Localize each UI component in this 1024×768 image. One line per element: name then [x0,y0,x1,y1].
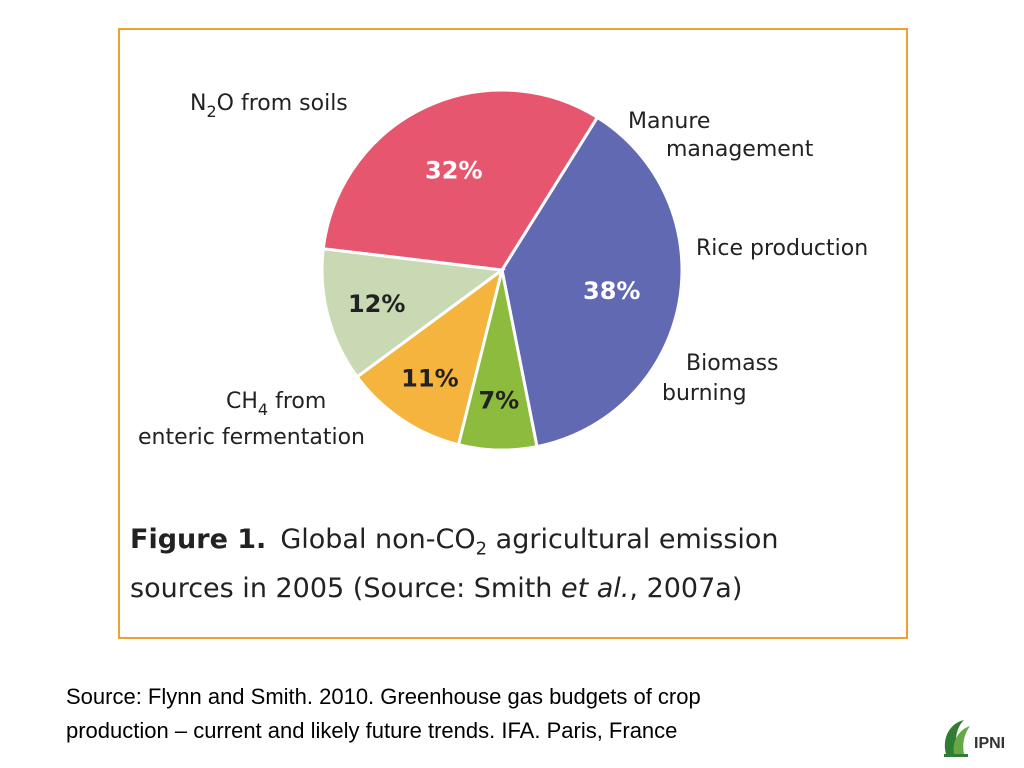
ipni-leaf-icon [944,720,970,757]
figure-frame [118,28,908,639]
pie-slice-3 [320,247,506,379]
pie-slice-category-label: Biomass [686,351,779,376]
ipni-logo: IPNI [944,720,1005,757]
source-note: Source: Flynn and Smith. 2010. Greenhous… [66,680,926,748]
figure-caption: Figure 1. Global non-CO2 agricultural emi… [130,520,890,609]
figure-number: Figure 1. [130,524,267,555]
ipni-logo-text: IPNI [974,735,1005,752]
pie-slice-value-label: 7% [478,387,519,415]
pie-slice-value-label: 12% [348,290,405,318]
pie-slice-category-label: Rice production [696,236,868,261]
pie-slice-2 [355,266,505,447]
caption-line-1: Figure 1. Global non-CO2 agricultural emi… [130,524,779,560]
caption-line-2: sources in 2005 (Source: Smith et al., 2… [130,573,743,605]
source-line-1: Source: Flynn and Smith. 2010. Greenhous… [66,684,701,709]
pie-slice-value-label: 32% [425,156,482,184]
pie-slice-value-label: 11% [401,365,458,393]
pie-slice-category-label: CH4 from [226,389,326,419]
pie-slice-category-label: N2O from soils [190,91,348,121]
pie-slice-category-label-line2: management [666,137,814,162]
pie-slice-category-label-line2: enteric fermentation [138,425,365,450]
pie-slice-category-label: Manure [628,109,710,134]
source-line-2: production – current and likely future t… [66,718,678,743]
pie-slice-4 [321,88,600,272]
pie-slice-value-label: 38% [583,277,640,305]
pie-slice-category-label-line2: burning [662,381,747,406]
